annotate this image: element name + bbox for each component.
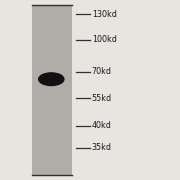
Bar: [32, 5, 72, 175]
Text: 70kd: 70kd: [92, 68, 112, 76]
Text: 55kd: 55kd: [92, 94, 112, 103]
Text: 130kd: 130kd: [92, 10, 117, 19]
Ellipse shape: [39, 73, 64, 86]
Text: 40kd: 40kd: [92, 122, 112, 130]
Text: 35kd: 35kd: [92, 143, 112, 152]
Text: 100kd: 100kd: [92, 35, 117, 44]
